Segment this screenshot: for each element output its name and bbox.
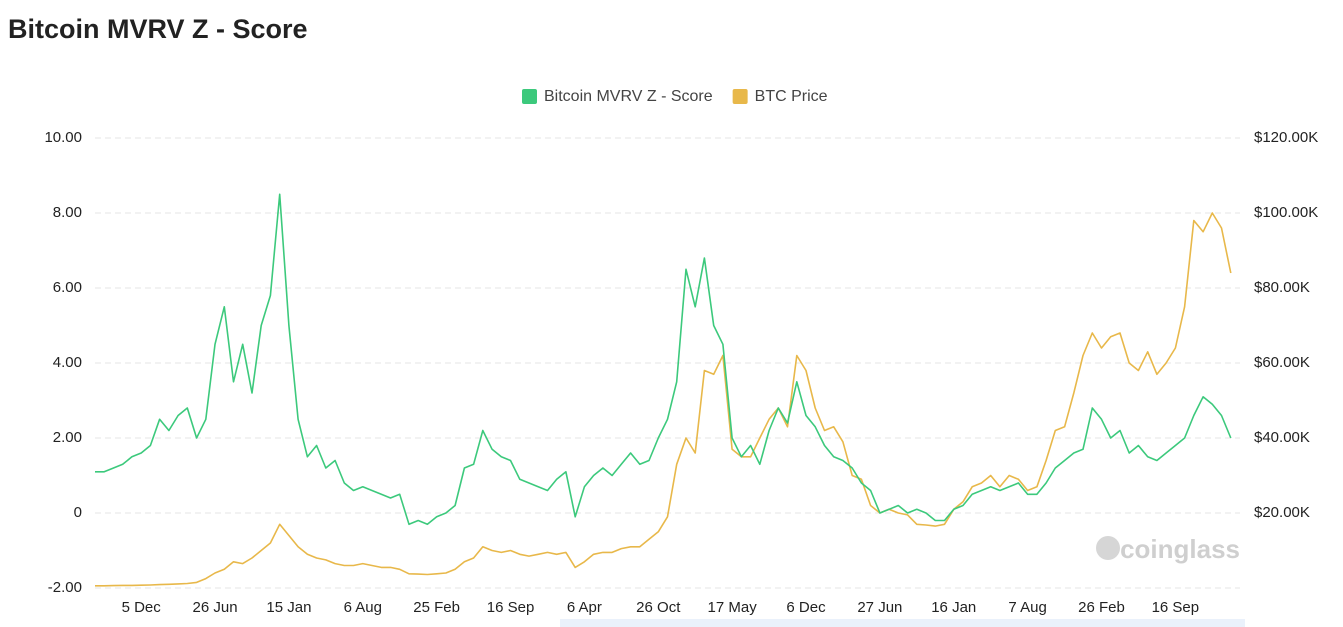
legend-label: BTC Price xyxy=(755,88,828,105)
y2-tick-label: $60.00K xyxy=(1254,354,1310,371)
legend-swatch xyxy=(732,89,748,104)
x-tick-label: 5 Dec xyxy=(122,599,162,616)
y-tick-label: 2.00 xyxy=(53,429,82,446)
watermark-logo xyxy=(1096,536,1120,560)
y-tick-label: 0 xyxy=(74,504,82,521)
x-tick-label: 16 Sep xyxy=(487,599,535,616)
y-tick-label: 4.00 xyxy=(53,354,82,371)
series-line xyxy=(95,212,1232,587)
x-tick-label: 16 Sep xyxy=(1152,599,1200,616)
y2-tick-label: $20.00K xyxy=(1254,504,1310,521)
x-tick-label: 17 May xyxy=(708,599,758,616)
y2-tick-label: $100.00K xyxy=(1254,204,1318,221)
y2-tick-label: $40.00K xyxy=(1254,429,1310,446)
x-tick-label: 6 Dec xyxy=(786,599,826,616)
watermark: coinglass xyxy=(1120,534,1240,564)
legend-swatch xyxy=(522,89,537,104)
y2-tick-label: $120.00K xyxy=(1254,129,1318,146)
y-tick-label: 6.00 xyxy=(53,279,82,296)
x-tick-label: 7 Aug xyxy=(1008,599,1046,616)
scrollbar[interactable] xyxy=(560,619,1245,627)
x-tick-label: 25 Feb xyxy=(413,599,460,616)
x-tick-label: 6 Aug xyxy=(344,599,382,616)
x-tick-label: 26 Oct xyxy=(636,599,681,616)
series-line xyxy=(95,193,1232,526)
x-tick-label: 16 Jan xyxy=(931,599,976,616)
chart-title: Bitcoin MVRV Z - Score xyxy=(8,14,308,44)
y-tick-label: 10.00 xyxy=(44,129,82,146)
x-tick-label: 26 Jun xyxy=(193,599,238,616)
x-tick-label: 27 Jun xyxy=(857,599,902,616)
y-tick-label: 8.00 xyxy=(53,204,82,221)
x-tick-label: 6 Apr xyxy=(567,599,602,616)
x-tick-label: 26 Feb xyxy=(1078,599,1125,616)
x-tick-label: 15 Jan xyxy=(266,599,311,616)
y-tick-label: -2.00 xyxy=(48,579,82,596)
y2-tick-label: $80.00K xyxy=(1254,279,1310,296)
legend-label: Bitcoin MVRV Z - Score xyxy=(544,88,713,105)
